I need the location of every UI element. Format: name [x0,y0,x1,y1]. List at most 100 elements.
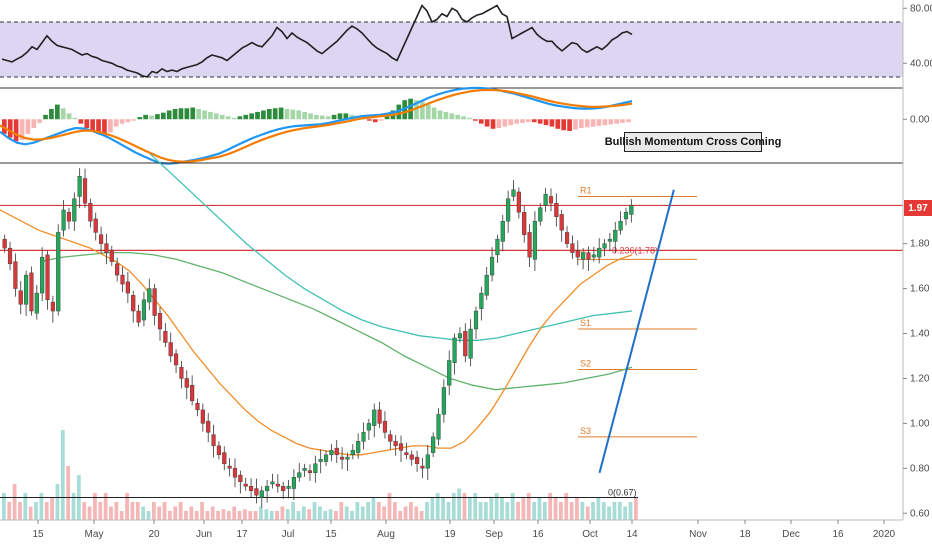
volume-bar [60,430,65,520]
macd-histogram-bar [213,113,219,120]
rsi-band [0,22,903,77]
macd-histogram-bar [78,119,84,124]
volume-bar [484,502,488,520]
candle-body [248,486,254,491]
macd-histogram-bar [555,119,561,129]
volume-bar [607,506,611,520]
candle-body [564,232,570,244]
candle-body [157,313,163,330]
macd-histogram-bar [208,111,213,120]
candle-body [345,456,350,460]
time-tick-label: Jun [196,529,212,540]
time-tick-label: 16 [832,529,844,540]
volume-bar [634,497,638,520]
candle-body [232,468,238,478]
time-tick-label: 15 [32,529,44,540]
macd-histogram-bar [584,119,590,128]
candle-body [104,243,109,253]
candle-body [313,463,318,474]
candle-body [179,367,184,379]
candle-body [40,256,45,294]
volume-bar [291,502,295,520]
candle-body [543,194,548,206]
candle-body [479,292,484,309]
candle-body [270,481,275,485]
candle-body [211,434,216,447]
annotation-callout[interactable]: Bullish Momentum Cross Coming [605,132,781,152]
time-tick-label: 14 [626,529,638,540]
macd-histogram-bar [243,114,249,120]
price-tick-label: 1.20 [910,373,930,384]
macd-histogram-bar [131,119,137,121]
rsi-panel [0,4,903,89]
macd-histogram-bar [461,116,466,120]
candle-body [307,470,313,474]
candle-body [398,443,404,451]
candle-body [168,342,173,357]
volume-bar [226,511,231,520]
volume-bar [55,484,60,520]
macd-histogram-bar [408,98,413,120]
volume-bar [451,493,456,520]
candle-body [495,238,500,256]
candle-body [340,456,345,460]
volume-bar [521,497,526,520]
volume-bar [516,502,520,520]
candle-body [473,310,479,330]
macd-histogram-bar [2,119,7,134]
macd-histogram-bar [172,108,178,120]
candle-body [147,288,152,303]
macd-histogram-bar [590,119,596,127]
candle-body [99,234,104,244]
macd-histogram-bar [137,117,143,120]
candle-body [372,409,377,426]
volume-bar [296,511,301,520]
macd-histogram-bar [84,119,90,129]
trendline [598,189,675,474]
candle-body [597,247,602,258]
macd-histogram-bar [13,119,19,142]
volume-bar [494,493,499,520]
volume-bar [200,502,204,520]
time-axis: 15 May 20 Jun 17 Jul 15 Aug 19 Sep 16 Oct 14 Nov 18 Dec… [0,519,903,540]
macd-histogram-bar [496,119,502,129]
volume-bar [548,493,553,520]
candle-body [184,378,189,388]
ma-teal-line [149,153,633,341]
candle-body [361,432,366,442]
volume-bar [98,502,103,520]
candle-body [152,288,157,316]
volume-bar [532,502,536,520]
pivot-label-r1: R1 [580,185,592,195]
candle-body [45,254,50,301]
volume-bar [248,511,253,520]
candle-body [548,196,554,204]
candle-body [522,211,527,235]
volume-bar [93,493,97,520]
candle-body [425,454,430,469]
candle-body [125,281,130,294]
macd-histogram-bar [296,110,302,120]
volume-bar [173,506,178,520]
volume-bar [264,509,269,520]
volume-bar [323,511,328,520]
time-tick-label: 17 [236,529,248,540]
macd-histogram-bar [255,111,260,120]
macd-histogram-bar [331,114,337,120]
macd-histogram-bar [384,116,390,120]
candle-body [190,384,195,402]
volume-bar [125,493,129,520]
volume-bar [253,511,258,520]
candle-body [457,333,463,339]
volume-bar [419,511,424,520]
candle-body [141,299,147,321]
candle-body [61,209,66,231]
rsi-line [1,4,633,78]
volume-bar [446,502,451,520]
candle-body [366,423,371,431]
candle-body [227,465,232,469]
macd-histogram-bar [125,119,131,123]
volume-bar [7,502,12,520]
macd-histogram-bar [608,119,614,125]
